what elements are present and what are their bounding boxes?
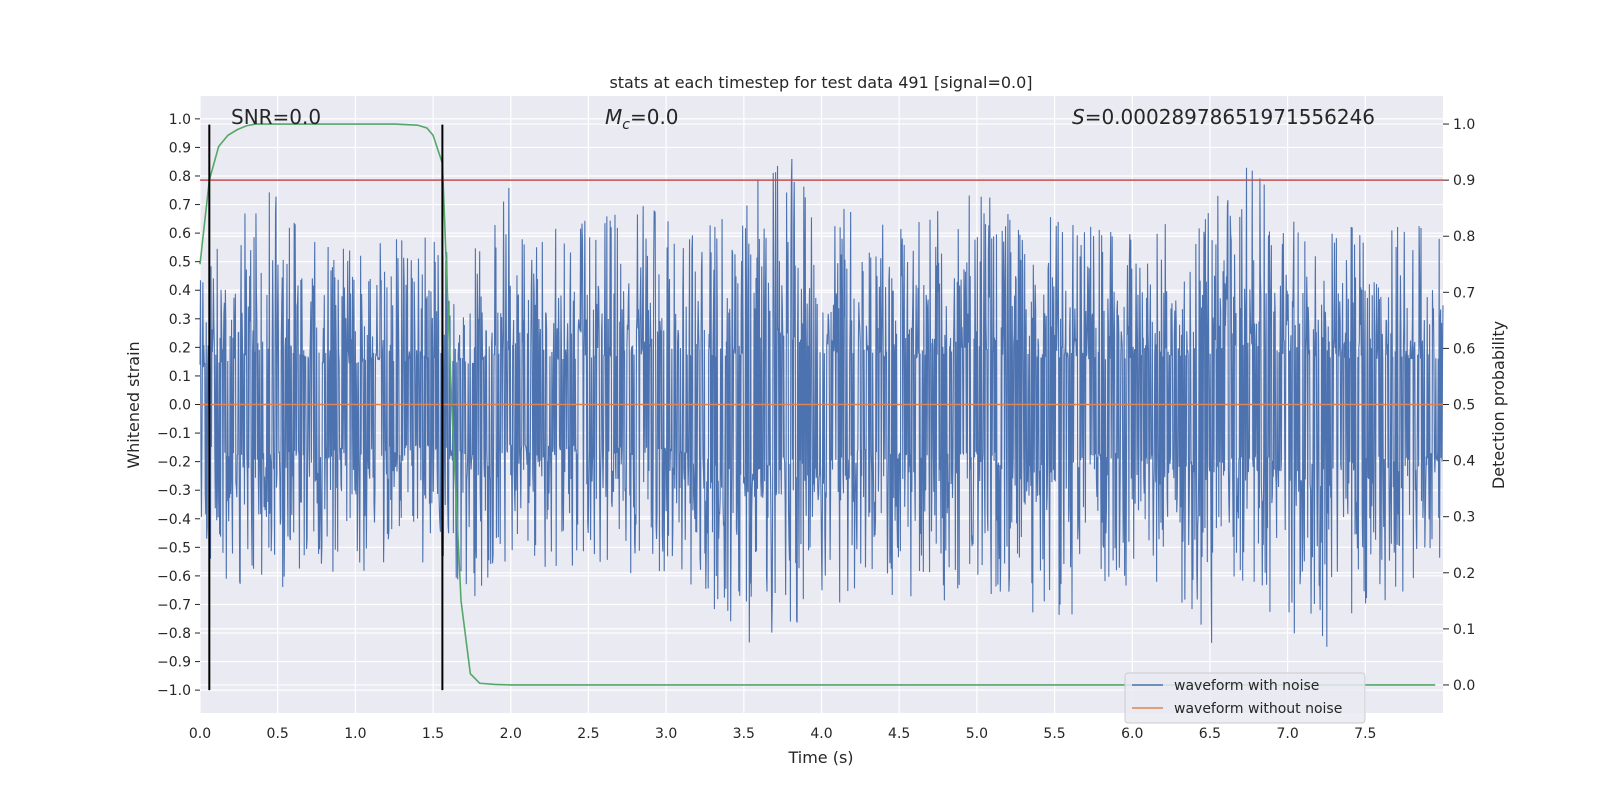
snr-annotation: SNR=0.0 (231, 105, 321, 129)
x-tick-label: 0.0 (189, 726, 211, 742)
x-tick-label: 2.0 (500, 726, 522, 742)
x-tick-label: 3.5 (733, 726, 755, 742)
y-tick-label-left: −0.2 (157, 455, 191, 471)
y-tick-label-right: 0.8 (1453, 229, 1475, 245)
chart-title: stats at each timestep for test data 491… (609, 73, 1032, 92)
y-axis-label-left: Whitened strain (124, 341, 143, 468)
y-tick-label-left: 1.0 (169, 112, 191, 128)
x-tick-label: 4.0 (810, 726, 832, 742)
y-tick-label-right: 0.2 (1453, 566, 1475, 582)
legend-label-clean: waveform without noise (1174, 701, 1342, 717)
y-tick-label-left: −0.7 (157, 597, 191, 613)
y-tick-label-left: −0.4 (157, 512, 191, 528)
y-axis-label-right: Detection probability (1489, 321, 1508, 489)
y-tick-label-left: −0.5 (157, 540, 191, 556)
y-tick-label-right: 0.6 (1453, 341, 1475, 357)
chirp-mass-annotation: Mc=0.0 (605, 105, 679, 133)
legend-label-noise: waveform with noise (1174, 678, 1319, 694)
chirp-mass-value: =0.0 (630, 105, 679, 129)
x-tick-label: 3.0 (655, 726, 677, 742)
x-tick-label: 6.0 (1121, 726, 1143, 742)
y-tick-label-left: 0.7 (169, 198, 191, 214)
legend-box (1124, 672, 1366, 724)
y-tick-label-right: 0.3 (1453, 510, 1475, 526)
y-tick-label-right: 0.9 (1453, 173, 1475, 189)
s-annotation: S=0.00028978651971556246 (1072, 105, 1375, 129)
x-axis-label: Time (s) (787, 748, 853, 767)
y-tick-label-left: 0.3 (169, 312, 191, 328)
x-tick-label: 7.0 (1276, 726, 1298, 742)
x-tick-label: 2.5 (577, 726, 599, 742)
y-tick-label-left: 0.0 (169, 398, 191, 414)
detection-probability-line (199, 123, 1436, 686)
x-tick-label: 7.5 (1354, 726, 1376, 742)
y-tick-label-left: −0.9 (157, 655, 191, 671)
chirp-mass-symbol: M (605, 105, 622, 129)
x-tick-label: 4.5 (888, 726, 910, 742)
lines (199, 123, 1443, 691)
y-tick-label-left: −0.3 (157, 483, 191, 499)
s-value: =0.00028978651971556246 (1085, 105, 1375, 129)
legend: waveform with noise waveform without noi… (1124, 672, 1366, 724)
y-tick-label-right: 0.0 (1453, 678, 1475, 694)
x-tick-label: 1.5 (422, 726, 444, 742)
y-tick-label-left: −0.8 (157, 626, 191, 642)
x-tick-label: 0.5 (267, 726, 289, 742)
y-tick-label-right: 0.1 (1453, 622, 1475, 638)
y-tick-label-left: 0.5 (169, 255, 191, 271)
x-tick-label: 5.0 (966, 726, 988, 742)
ticks: 0.0 0.5 1.0 1.5 2.0 2.5 3.0 3.5 4.0 4.5 5.0 5.5 6.0 6… (157, 112, 1475, 742)
x-tick-label: 6.5 (1199, 726, 1221, 742)
y-tick-label-left: −0.6 (157, 569, 191, 585)
y-tick-label-right: 1.0 (1453, 117, 1475, 133)
y-tick-label-left: 0.1 (169, 369, 191, 385)
y-tick-label-left: 0.9 (169, 140, 191, 156)
y-tick-label-left: 0.2 (169, 340, 191, 356)
y-tick-label-right: 0.7 (1453, 285, 1475, 301)
y-tick-label-left: 0.4 (169, 283, 191, 299)
x-tick-label: 1.0 (344, 726, 366, 742)
y-tick-label-left: −1.0 (157, 683, 191, 699)
x-tick-label: 5.5 (1043, 726, 1065, 742)
y-tick-label-left: 0.6 (169, 226, 191, 242)
waveform-with-noise-path (199, 159, 1444, 647)
chirp-mass-subscript: c (622, 117, 630, 133)
y-tick-label-left: 0.8 (169, 169, 191, 185)
y-tick-label-right: 0.5 (1453, 398, 1475, 414)
waveform-with-noise-line (199, 159, 1444, 647)
y-tick-label-left: −0.1 (157, 426, 191, 442)
s-symbol: S (1072, 105, 1085, 129)
y-tick-label-right: 0.4 (1453, 454, 1475, 470)
